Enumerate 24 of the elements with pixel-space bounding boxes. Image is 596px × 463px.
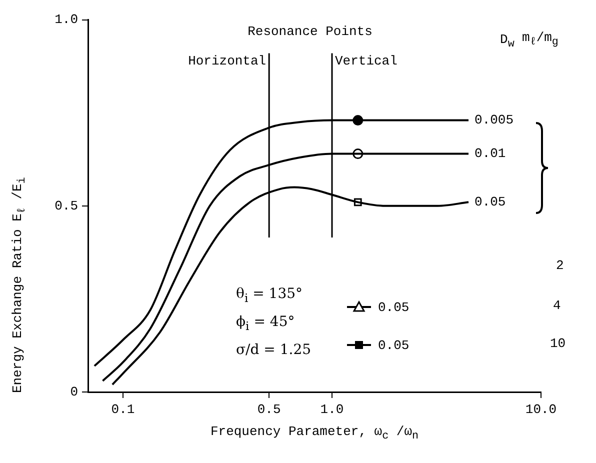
- x-axis-title: Frequency Parameter, ω$_{c}$ /ω$_{n}$: [209, 424, 420, 443]
- x-tick-label: 0.5: [257, 402, 281, 418]
- y-tick-label: 0: [70, 384, 78, 400]
- legend-label: 0.05: [474, 194, 506, 210]
- x-tick-label: 10.0: [525, 402, 557, 418]
- text: 2: [556, 258, 564, 273]
- series-label: 0.01: [474, 146, 506, 162]
- y-tick-label: 1.0: [54, 12, 78, 28]
- ref-line-label: Vertical: [335, 54, 398, 69]
- legend-label: 0.05: [378, 338, 410, 352]
- series-label: 0.005: [474, 112, 514, 128]
- x-tick-label: 0.1: [111, 402, 135, 418]
- annotation: Resonance Points: [248, 24, 372, 39]
- text: 10: [550, 336, 566, 351]
- text: 4: [553, 298, 561, 313]
- annotation: ϕ$_{i}$ = 45°: [236, 314, 295, 333]
- ref-line-label: Horizontal: [188, 54, 266, 69]
- annotation: θ$_{i}$ = 135°: [236, 286, 303, 305]
- y-tick-label: 0.5: [54, 198, 78, 214]
- x-tick-label: 1.0: [320, 402, 344, 418]
- annotation: σ/d = 1.25: [236, 342, 312, 358]
- annotation: m$_{ℓ}$/m$_{g}$: [522, 30, 558, 49]
- annotation: D$_{w}$: [500, 32, 514, 51]
- legend-label: 0.05: [378, 300, 410, 314]
